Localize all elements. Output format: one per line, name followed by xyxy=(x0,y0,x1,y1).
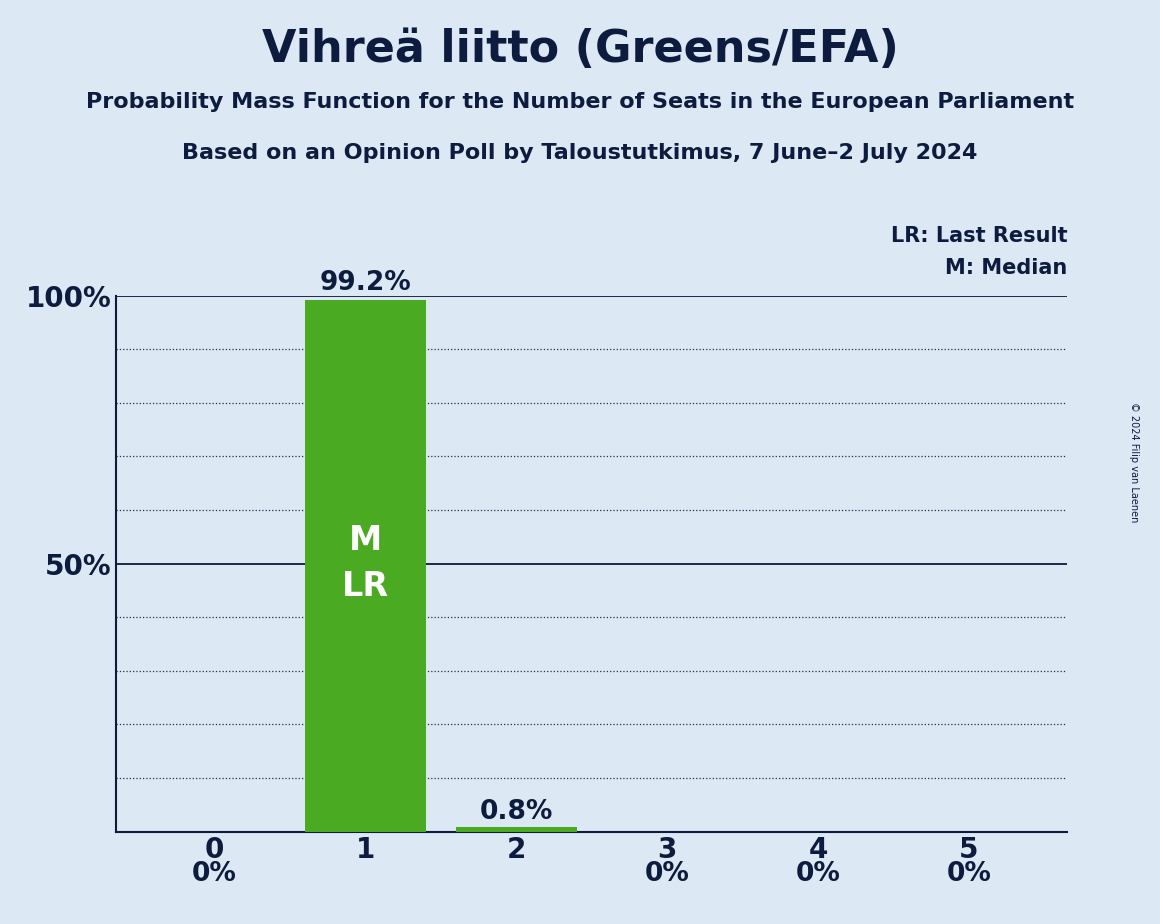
Text: 0.8%: 0.8% xyxy=(479,798,553,824)
Text: 0%: 0% xyxy=(947,861,992,887)
Text: © 2024 Filip van Laenen: © 2024 Filip van Laenen xyxy=(1130,402,1139,522)
Text: 0%: 0% xyxy=(191,861,237,887)
Text: Based on an Opinion Poll by Taloustutkimus, 7 June–2 July 2024: Based on an Opinion Poll by Taloustutkim… xyxy=(182,143,978,164)
Text: LR: Last Result: LR: Last Result xyxy=(891,226,1067,246)
Text: 0%: 0% xyxy=(645,861,689,887)
Bar xyxy=(456,827,577,832)
Text: M: Median: M: Median xyxy=(945,258,1067,278)
Text: 0%: 0% xyxy=(796,861,841,887)
Text: 99.2%: 99.2% xyxy=(319,270,411,296)
Text: M
LR: M LR xyxy=(341,524,389,603)
Bar xyxy=(305,300,426,832)
Text: Vihreä liitto (Greens/EFA): Vihreä liitto (Greens/EFA) xyxy=(261,28,899,71)
Text: Probability Mass Function for the Number of Seats in the European Parliament: Probability Mass Function for the Number… xyxy=(86,92,1074,113)
